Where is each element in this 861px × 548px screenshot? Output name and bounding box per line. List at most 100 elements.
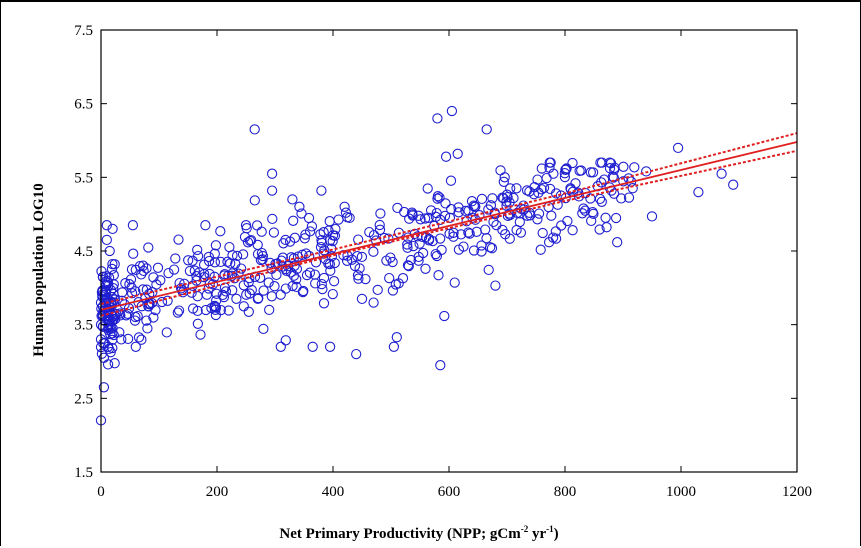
data-point: [126, 282, 137, 293]
data-point: [115, 310, 126, 321]
data-point: [333, 214, 344, 225]
data-point: [339, 201, 350, 212]
data-point: [267, 213, 278, 225]
y-tick-label: 1.5: [74, 465, 93, 481]
data-point: [278, 238, 289, 249]
data-point: [101, 220, 112, 231]
data-point: [481, 124, 492, 135]
data-point: [285, 267, 297, 278]
data-point: [217, 289, 228, 301]
data-point: [254, 272, 266, 283]
data-point: [288, 270, 300, 281]
confidence-lower-line: [100, 149, 798, 317]
data-point: [151, 279, 162, 290]
data-point: [364, 226, 375, 238]
data-point: [562, 215, 573, 227]
data-point: [120, 310, 132, 321]
x-axis-title: Net Primary Productivity (NPP; gCm-2 yr-…: [279, 524, 558, 542]
data-point: [251, 220, 263, 231]
data-point: [532, 214, 543, 225]
data-point: [209, 257, 221, 268]
data-point: [387, 285, 399, 296]
data-point: [187, 303, 199, 314]
data-point: [102, 341, 114, 352]
data-point: [108, 288, 119, 300]
data-point: [422, 183, 433, 194]
data-point: [210, 304, 221, 315]
data-point: [101, 234, 112, 246]
data-point: [453, 207, 464, 218]
data-point: [310, 278, 321, 289]
y-axis-title: Human population LOG10: [31, 183, 47, 356]
data-point: [231, 293, 242, 304]
data-point: [215, 226, 226, 237]
data-point: [504, 233, 515, 244]
data-point: [127, 220, 139, 231]
data-point: [102, 359, 114, 370]
data-point: [541, 172, 552, 184]
y-tick-label: 5.5: [74, 170, 93, 186]
data-point: [346, 254, 358, 265]
data-point: [600, 212, 611, 223]
data-point: [423, 212, 434, 223]
data-point: [544, 162, 555, 173]
data-point: [440, 151, 452, 162]
data-point: [191, 271, 202, 282]
data-point: [97, 310, 108, 321]
data-point: [199, 268, 210, 280]
data-point: [440, 198, 451, 209]
data-point: [594, 193, 606, 205]
data-point: [533, 208, 545, 219]
data-point: [352, 251, 363, 262]
data-point: [536, 163, 547, 174]
data-point: [538, 182, 550, 193]
data-point: [297, 286, 309, 298]
data-point: [480, 224, 491, 235]
data-point: [672, 142, 684, 154]
data-point: [570, 178, 581, 189]
confidence-upper-line: [100, 132, 798, 305]
data-point: [578, 203, 589, 214]
data-point: [239, 231, 251, 243]
data-point: [230, 258, 241, 269]
data-point: [432, 113, 443, 124]
data-point: [511, 183, 522, 194]
data-point: [306, 221, 318, 232]
data-point: [243, 306, 254, 317]
data-point: [303, 212, 315, 224]
data-point: [550, 188, 562, 199]
data-point: [156, 296, 168, 308]
data-point: [385, 252, 396, 263]
data-point: [435, 233, 446, 244]
data-point: [106, 299, 117, 310]
y-tick-label: 7.5: [74, 23, 93, 39]
data-point: [294, 201, 305, 212]
data-point: [548, 168, 559, 179]
data-point: [195, 329, 206, 340]
data-point: [466, 196, 478, 207]
data-point: [101, 271, 112, 282]
data-point: [604, 157, 615, 168]
data-point: [97, 321, 108, 332]
data-point: [329, 257, 340, 269]
data-point: [393, 278, 404, 289]
data-point: [257, 250, 269, 262]
data-point: [96, 286, 108, 298]
data-point: [264, 304, 275, 316]
x-tick-label: 600: [438, 484, 461, 500]
data-point: [107, 323, 118, 334]
data-point: [109, 358, 120, 369]
data-point: [117, 287, 128, 298]
data-point: [201, 289, 213, 300]
data-point: [618, 176, 629, 187]
data-point: [222, 256, 233, 267]
data-point: [616, 193, 627, 204]
data-point: [391, 332, 402, 343]
data-point: [103, 280, 114, 291]
data-point: [103, 324, 114, 336]
data-point: [258, 285, 269, 296]
data-point: [340, 207, 352, 218]
data-point: [402, 239, 413, 250]
data-point: [266, 185, 278, 196]
